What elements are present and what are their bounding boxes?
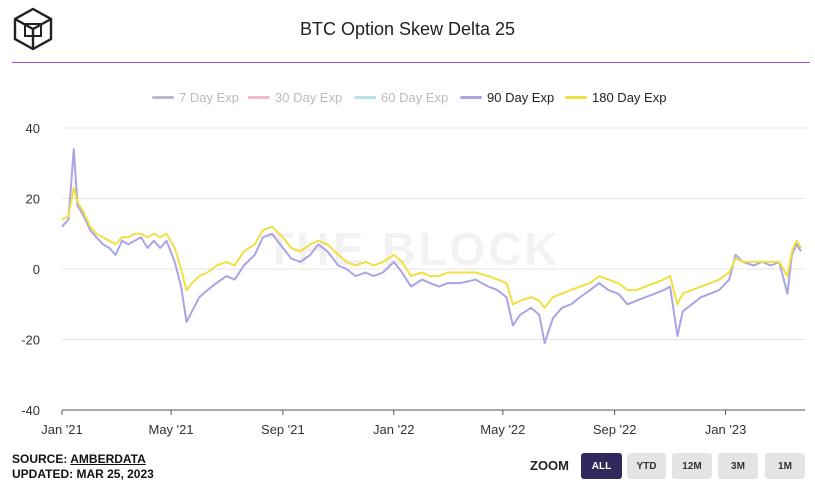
- y-tick-label: 40: [26, 121, 40, 136]
- zoom-12m-button[interactable]: 12M: [672, 453, 712, 479]
- legend-item-30-day[interactable]: 30 Day Exp: [248, 90, 342, 105]
- source-link[interactable]: AMBERDATA: [70, 452, 146, 466]
- y-tick-label: -20: [21, 333, 40, 348]
- legend-label: 90 Day Exp: [487, 90, 555, 105]
- series-line-90-day-exp: [61, 148, 802, 344]
- x-tick-label: Sep '21: [261, 422, 305, 437]
- x-tick-label: Jan '22: [373, 422, 415, 437]
- the-block-logo-icon: [13, 7, 53, 51]
- x-tick-label: Sep '22: [593, 422, 637, 437]
- legend-label: 30 Day Exp: [275, 90, 343, 105]
- watermark-text: THE BLOCK: [265, 223, 560, 275]
- legend-label: 180 Day Exp: [592, 90, 667, 105]
- legend-swatch: [354, 96, 376, 99]
- legend-swatch: [248, 96, 270, 99]
- legend-item-90-day[interactable]: 90 Day Exp: [460, 90, 554, 105]
- legend-label: 60 Day Exp: [381, 90, 449, 105]
- source-prefix: SOURCE:: [12, 452, 71, 466]
- zoom-label: ZOOM: [530, 458, 569, 473]
- legend-swatch: [565, 96, 587, 99]
- x-tick-label: May '22: [480, 422, 525, 437]
- series-line-180-day-exp: [61, 186, 802, 309]
- zoom-all-button[interactable]: ALL: [581, 453, 622, 479]
- chart-title: BTC Option Skew Delta 25: [299, 19, 516, 39]
- legend-item-7-day[interactable]: 7 Day Exp: [152, 90, 239, 105]
- zoom-3m-button[interactable]: 3M: [718, 453, 758, 479]
- legend-label: 7 Day Exp: [179, 90, 239, 105]
- x-tick-label: Jan '23: [705, 422, 747, 437]
- chart-legend: 7 Day Exp 30 Day Exp 60 Day Exp 90 Day E…: [0, 90, 815, 108]
- legend-item-180-day[interactable]: 180 Day Exp: [565, 90, 666, 105]
- header-divider: [12, 62, 810, 63]
- legend-swatch: [152, 96, 174, 99]
- y-tick-label: -40: [21, 403, 40, 418]
- legend-item-60-day[interactable]: 60 Day Exp: [354, 90, 448, 105]
- updated-text: UPDATED: MAR 25, 2023: [12, 467, 154, 481]
- y-tick-label: 20: [26, 192, 40, 207]
- x-tick-label: May '21: [149, 422, 194, 437]
- zoom-ytd-button[interactable]: YTD: [627, 453, 666, 479]
- source-note: SOURCE: AMBERDATA UPDATED: MAR 25, 2023: [12, 452, 154, 482]
- x-tick-label: Jan '21: [41, 422, 83, 437]
- legend-swatch: [460, 96, 482, 99]
- y-tick-label: 0: [33, 262, 40, 277]
- zoom-1m-button[interactable]: 1M: [765, 453, 805, 479]
